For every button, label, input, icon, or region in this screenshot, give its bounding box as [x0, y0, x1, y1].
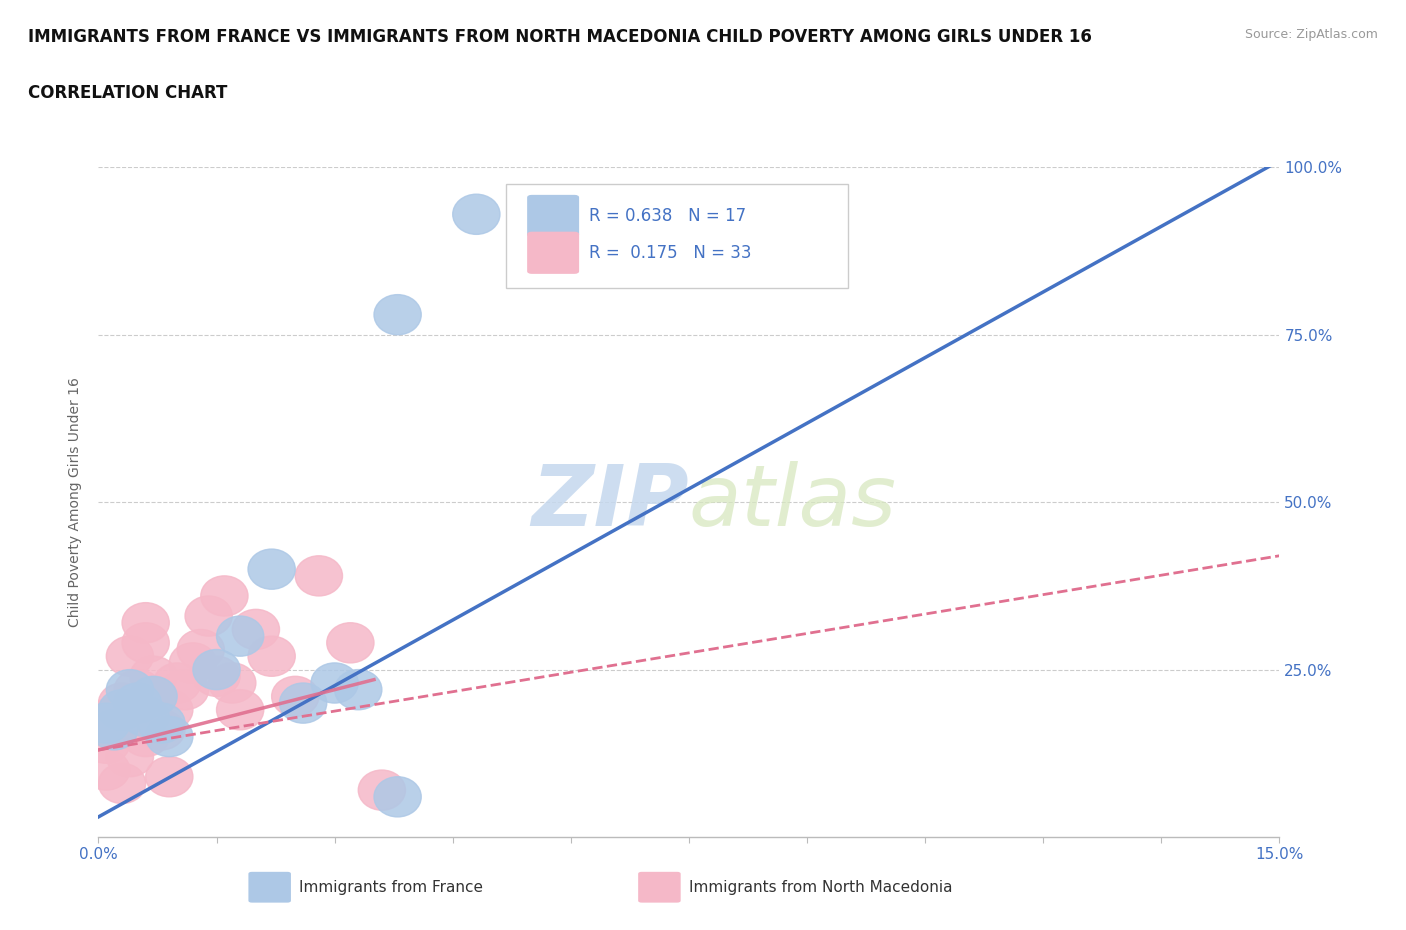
Ellipse shape [177, 630, 225, 670]
Y-axis label: Child Poverty Among Girls Under 16: Child Poverty Among Girls Under 16 [69, 378, 83, 627]
Ellipse shape [162, 670, 208, 710]
Ellipse shape [129, 676, 177, 716]
Ellipse shape [247, 549, 295, 590]
Ellipse shape [107, 670, 153, 710]
Ellipse shape [374, 777, 422, 817]
Ellipse shape [295, 556, 343, 596]
Ellipse shape [186, 596, 232, 636]
Ellipse shape [83, 724, 129, 764]
FancyBboxPatch shape [249, 871, 291, 903]
Ellipse shape [217, 690, 264, 730]
Ellipse shape [374, 295, 422, 335]
Ellipse shape [311, 663, 359, 703]
Text: CORRELATION CHART: CORRELATION CHART [28, 84, 228, 101]
FancyBboxPatch shape [506, 184, 848, 288]
Ellipse shape [98, 764, 146, 804]
Ellipse shape [98, 690, 146, 730]
Ellipse shape [169, 643, 217, 683]
Ellipse shape [90, 710, 138, 750]
Ellipse shape [98, 683, 146, 724]
Ellipse shape [193, 649, 240, 690]
Ellipse shape [107, 737, 153, 777]
Ellipse shape [122, 697, 169, 737]
Text: R = 0.638   N = 17: R = 0.638 N = 17 [589, 207, 745, 225]
Ellipse shape [359, 770, 405, 810]
Ellipse shape [114, 670, 162, 710]
Ellipse shape [83, 703, 129, 743]
Ellipse shape [146, 690, 193, 730]
Ellipse shape [146, 716, 193, 757]
Ellipse shape [232, 609, 280, 649]
Text: Immigrants from North Macedonia: Immigrants from North Macedonia [689, 880, 952, 895]
Ellipse shape [114, 703, 162, 743]
FancyBboxPatch shape [527, 195, 579, 237]
Ellipse shape [122, 603, 169, 643]
Text: ZIP: ZIP [531, 460, 689, 544]
Text: IMMIGRANTS FROM FRANCE VS IMMIGRANTS FROM NORTH MACEDONIA CHILD POVERTY AMONG GI: IMMIGRANTS FROM FRANCE VS IMMIGRANTS FRO… [28, 28, 1092, 46]
Text: atlas: atlas [689, 460, 897, 544]
Ellipse shape [138, 710, 186, 750]
Ellipse shape [247, 636, 295, 676]
Ellipse shape [335, 670, 382, 710]
FancyBboxPatch shape [527, 232, 579, 273]
Ellipse shape [129, 676, 177, 716]
Ellipse shape [453, 194, 501, 234]
Ellipse shape [280, 683, 326, 724]
Ellipse shape [122, 716, 169, 757]
Ellipse shape [208, 663, 256, 703]
Ellipse shape [129, 657, 177, 697]
Text: Immigrants from France: Immigrants from France [299, 880, 484, 895]
Ellipse shape [326, 623, 374, 663]
Ellipse shape [122, 623, 169, 663]
Text: R =  0.175   N = 33: R = 0.175 N = 33 [589, 244, 751, 261]
Ellipse shape [138, 703, 186, 743]
Text: Source: ZipAtlas.com: Source: ZipAtlas.com [1244, 28, 1378, 41]
Ellipse shape [217, 616, 264, 657]
Ellipse shape [193, 657, 240, 697]
Ellipse shape [107, 636, 153, 676]
Ellipse shape [201, 576, 247, 616]
Ellipse shape [90, 710, 138, 750]
Ellipse shape [83, 750, 129, 790]
Ellipse shape [153, 663, 201, 703]
Ellipse shape [146, 757, 193, 797]
Ellipse shape [271, 676, 319, 716]
Ellipse shape [114, 683, 162, 724]
Ellipse shape [90, 697, 138, 737]
FancyBboxPatch shape [638, 871, 681, 903]
